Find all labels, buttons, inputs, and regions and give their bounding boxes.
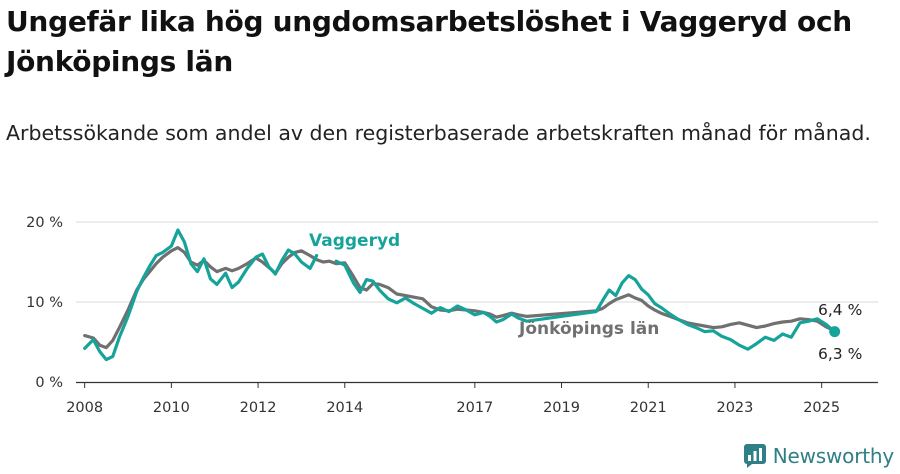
y-tick-label: 20 % xyxy=(26,215,63,231)
x-tick-label: 2012 xyxy=(240,400,277,416)
series-line-jonkopings-lan xyxy=(83,246,837,350)
series-labels: Vaggeryd Jönköpings län 6,4 % 6,3 % xyxy=(309,231,862,363)
x-tick-label: 2017 xyxy=(456,400,493,416)
grid-lines xyxy=(76,221,878,303)
brand-name: Newsworthy xyxy=(772,444,894,468)
chart-subtitle: Arbetssökande som andel av den registerb… xyxy=(6,121,871,145)
y-tick-label: 10 % xyxy=(26,295,63,311)
x-tick-label: 2023 xyxy=(716,400,753,416)
x-tick-label: 2021 xyxy=(630,400,667,416)
y-tick-label: 0 % xyxy=(35,375,63,391)
y-axis-ticks: 0 % 10 % 20 % xyxy=(26,215,63,391)
x-tick-label: 2010 xyxy=(153,400,190,416)
series-label-jonkopings-lan: Jönköpings län xyxy=(518,319,659,339)
x-tick-label: 2025 xyxy=(803,400,840,416)
series-label-vaggeryd: Vaggeryd xyxy=(309,231,400,251)
chart-title: Ungefär lika hög ungdomsarbetslöshet i V… xyxy=(6,5,852,78)
end-value-label-jonkopings-lan: 6,4 % xyxy=(818,301,862,319)
x-axis-ticks: 2008 2010 2012 2014 2017 2019 2021 2023 2025 xyxy=(66,382,840,416)
end-value-label-vaggeryd: 6,3 % xyxy=(818,345,862,363)
series-lines xyxy=(83,228,841,362)
x-tick-label: 2014 xyxy=(326,400,363,416)
x-tick-label: 2008 xyxy=(66,400,103,416)
x-tick-label: 2019 xyxy=(543,400,580,416)
series-line-vaggeryd xyxy=(83,228,837,362)
newsworthy-logo: Newsworthy xyxy=(743,443,894,469)
end-point-marker-vaggeryd xyxy=(829,326,841,338)
newsworthy-bar-chart-logo-icon xyxy=(743,444,766,468)
